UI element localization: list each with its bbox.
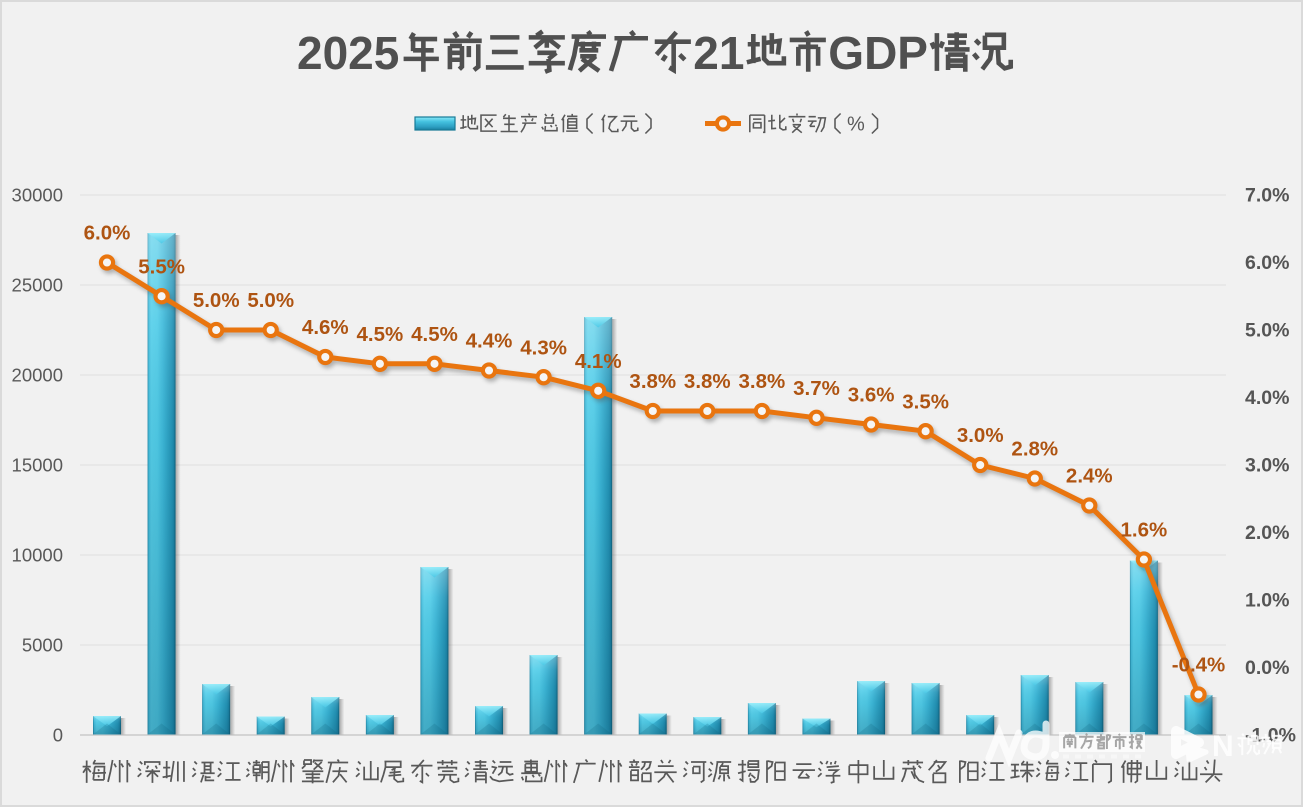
svg-text:6.0%: 6.0% [1245, 252, 1289, 274]
svg-text:N: N [1212, 730, 1234, 763]
svg-text:4.4%: 4.4% [466, 330, 513, 353]
svg-text:4.6%: 4.6% [302, 316, 349, 339]
svg-text:5.5%: 5.5% [138, 255, 185, 278]
svg-text:-0.4%: -0.4% [1172, 654, 1226, 677]
svg-text:3.0%: 3.0% [1245, 455, 1289, 477]
svg-text:5.0%: 5.0% [247, 289, 294, 312]
svg-text:0: 0 [53, 725, 63, 746]
svg-text:21: 21 [693, 27, 744, 79]
svg-text:5.0%: 5.0% [1245, 320, 1289, 342]
svg-text:4.1%: 4.1% [575, 350, 622, 373]
svg-text:3.7%: 3.7% [793, 377, 840, 400]
svg-text:3.8%: 3.8% [629, 370, 676, 393]
svg-text:3.8%: 3.8% [684, 370, 731, 393]
svg-text:25000: 25000 [12, 275, 63, 296]
svg-text:30000: 30000 [12, 185, 63, 206]
svg-text:2025: 2025 [297, 27, 399, 79]
svg-text:6.0%: 6.0% [84, 222, 131, 245]
svg-text:0.0%: 0.0% [1245, 657, 1289, 679]
svg-text:5.0%: 5.0% [193, 289, 240, 312]
svg-text:2.0%: 2.0% [1245, 522, 1289, 544]
svg-text:4.5%: 4.5% [357, 323, 404, 346]
svg-text:7.0%: 7.0% [1245, 185, 1289, 207]
svg-text:3.0%: 3.0% [957, 424, 1004, 447]
svg-text:4.0%: 4.0% [1245, 387, 1289, 409]
svg-text:4.3%: 4.3% [520, 336, 567, 359]
svg-text:%: % [847, 114, 865, 136]
svg-text:15000: 15000 [12, 455, 63, 476]
svg-text:20000: 20000 [12, 365, 63, 386]
svg-text:2.8%: 2.8% [1011, 438, 1058, 461]
svg-text:1.0%: 1.0% [1245, 590, 1289, 612]
svg-text:3.6%: 3.6% [848, 384, 895, 407]
svg-text:2.4%: 2.4% [1066, 465, 1113, 488]
svg-text:10000: 10000 [12, 545, 63, 566]
svg-text:5000: 5000 [22, 635, 63, 656]
svg-text:3.5%: 3.5% [902, 390, 949, 413]
svg-text:4.5%: 4.5% [411, 323, 458, 346]
svg-text:1.6%: 1.6% [1121, 519, 1168, 542]
svg-text:GDP: GDP [828, 27, 928, 79]
svg-text:3.8%: 3.8% [739, 370, 786, 393]
